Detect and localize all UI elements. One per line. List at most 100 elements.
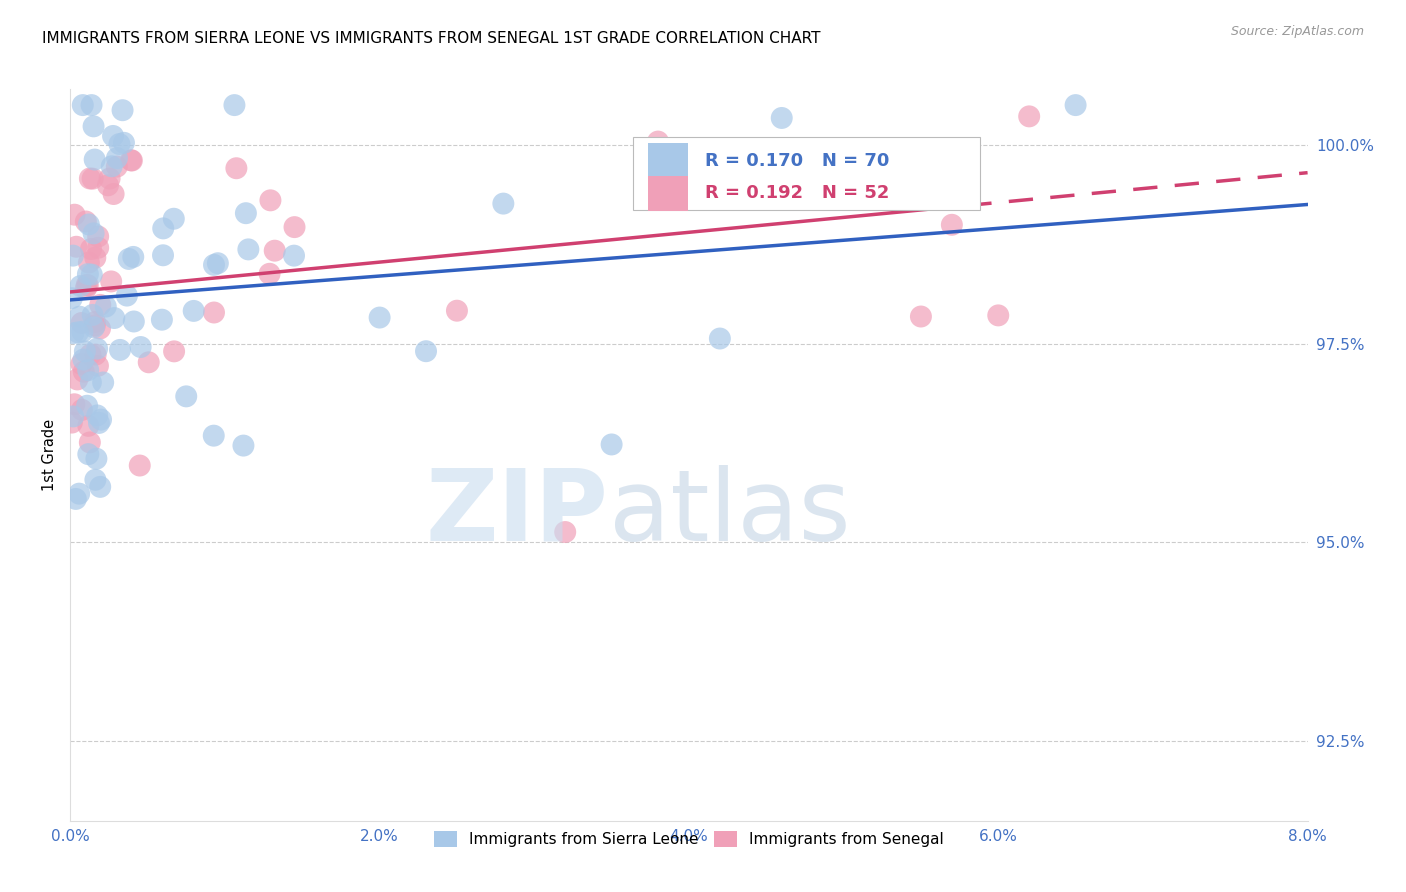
Point: [554, 524, 576, 539]
Point: [77, 218, 100, 232]
Bar: [648, 144, 688, 178]
Point: [128, 458, 150, 473]
Text: atlas: atlas: [609, 465, 851, 562]
Point: [94, 300, 117, 314]
Point: [73, 365, 96, 379]
Point: [224, 98, 246, 112]
Point: [67, 486, 90, 500]
Point: [79, 435, 101, 450]
Point: [76, 399, 98, 413]
Point: [111, 103, 134, 118]
Point: [72, 98, 94, 112]
Point: [80, 268, 103, 282]
Point: [77, 418, 100, 433]
Point: [100, 275, 122, 289]
Point: [60, 416, 83, 430]
Point: [84, 251, 107, 265]
Point: [65, 491, 87, 506]
Point: [152, 248, 174, 262]
Point: [76, 277, 98, 292]
Point: [79, 171, 101, 186]
Point: [202, 305, 225, 319]
Point: [77, 363, 100, 377]
Point: [122, 314, 145, 328]
Point: [259, 194, 281, 208]
Point: [77, 255, 100, 269]
Point: [62, 326, 84, 341]
Point: [174, 389, 197, 403]
Point: [80, 242, 103, 256]
Point: [77, 447, 100, 461]
Point: [770, 111, 793, 125]
Legend: Immigrants from Sierra Leone, Immigrants from Senegal: Immigrants from Sierra Leone, Immigrants…: [427, 825, 950, 854]
Point: [115, 288, 138, 302]
Point: [83, 153, 105, 167]
Point: [263, 244, 285, 258]
Point: [86, 342, 108, 356]
Point: [150, 312, 173, 326]
Point: [91, 376, 114, 390]
Point: [120, 153, 142, 168]
Point: [89, 321, 111, 335]
Point: [100, 159, 122, 173]
Point: [89, 298, 111, 312]
Point: [87, 229, 110, 244]
Point: [446, 303, 468, 318]
Point: [60, 291, 83, 305]
Point: [129, 340, 152, 354]
Point: [66, 372, 89, 386]
Point: [69, 279, 91, 293]
Point: [103, 187, 125, 202]
Point: [105, 160, 128, 174]
Point: [283, 220, 305, 235]
Point: [69, 310, 91, 324]
Point: [1018, 109, 1040, 123]
Point: [238, 243, 260, 257]
Point: [956, 186, 979, 200]
Point: [118, 252, 141, 266]
Point: [97, 178, 120, 193]
Text: R = 0.170   N = 70: R = 0.170 N = 70: [704, 152, 890, 169]
Bar: [648, 176, 688, 211]
Point: [70, 403, 93, 417]
Point: [75, 282, 97, 296]
Point: [75, 214, 97, 228]
Point: [77, 267, 100, 281]
Point: [66, 326, 89, 340]
Point: [207, 256, 229, 270]
Point: [63, 208, 86, 222]
Point: [72, 325, 94, 339]
Point: [112, 136, 135, 150]
Point: [492, 196, 515, 211]
Point: [368, 310, 391, 325]
Point: [138, 355, 160, 369]
Point: [152, 221, 174, 235]
Point: [709, 332, 731, 346]
Point: [72, 352, 94, 367]
Point: [83, 320, 105, 334]
Point: [600, 437, 623, 451]
Point: [235, 206, 257, 220]
Point: [89, 480, 111, 494]
Point: [87, 241, 110, 255]
Point: [84, 315, 107, 329]
Point: [80, 376, 103, 390]
Point: [232, 439, 254, 453]
Point: [283, 249, 305, 263]
Point: [70, 357, 93, 371]
Point: [86, 451, 108, 466]
Text: ZIP: ZIP: [426, 465, 609, 562]
Point: [415, 344, 437, 359]
Text: IMMIGRANTS FROM SIERRA LEONE VS IMMIGRANTS FROM SENEGAL 1ST GRADE CORRELATION CH: IMMIGRANTS FROM SIERRA LEONE VS IMMIGRAN…: [42, 31, 821, 46]
Point: [225, 161, 247, 176]
Point: [84, 347, 107, 361]
Point: [101, 128, 124, 143]
Point: [63, 397, 86, 411]
Point: [83, 120, 105, 134]
Point: [90, 412, 112, 426]
Point: [202, 428, 225, 442]
Point: [65, 240, 87, 254]
Point: [84, 473, 107, 487]
Point: [86, 409, 108, 423]
Point: [82, 171, 104, 186]
